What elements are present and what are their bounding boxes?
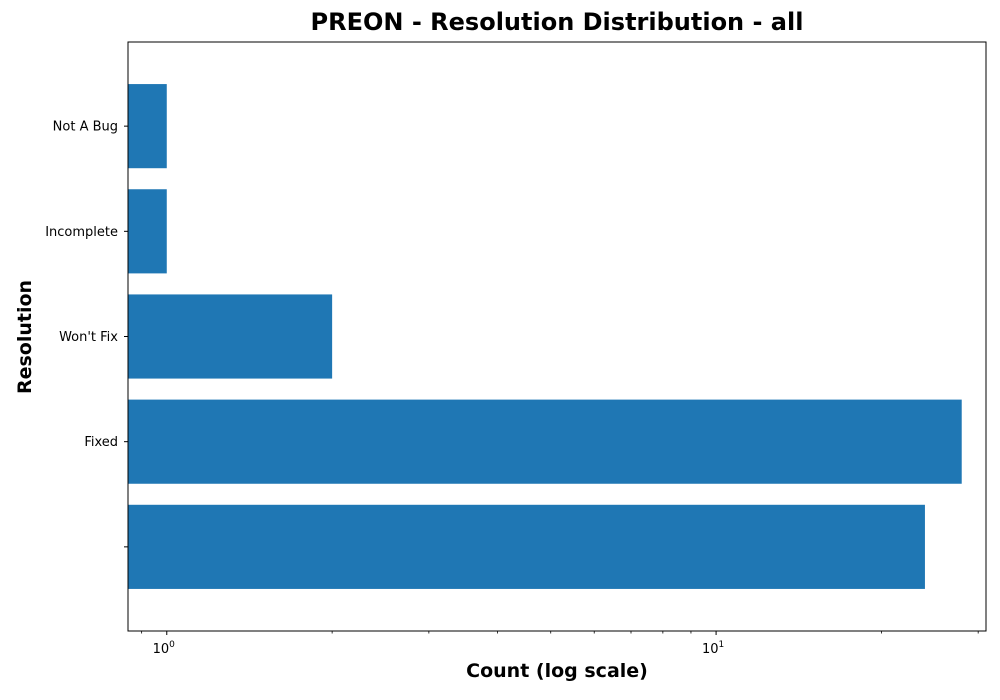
y-tick-label: Won't Fix xyxy=(59,330,118,345)
bar xyxy=(128,189,167,274)
x-axis-label: Count (log scale) xyxy=(466,660,648,682)
bar xyxy=(128,294,333,379)
chart-title: PREON - Resolution Distribution - all xyxy=(310,8,804,36)
x-tick-label: 100 xyxy=(153,640,176,657)
bar xyxy=(128,504,925,589)
bar xyxy=(128,84,167,169)
y-tick-label: Not A Bug xyxy=(53,120,118,135)
bar xyxy=(128,399,962,484)
y-tick-label: Incomplete xyxy=(45,225,118,240)
y-tick-label: Fixed xyxy=(84,435,118,450)
x-tick-label: 101 xyxy=(702,640,724,657)
